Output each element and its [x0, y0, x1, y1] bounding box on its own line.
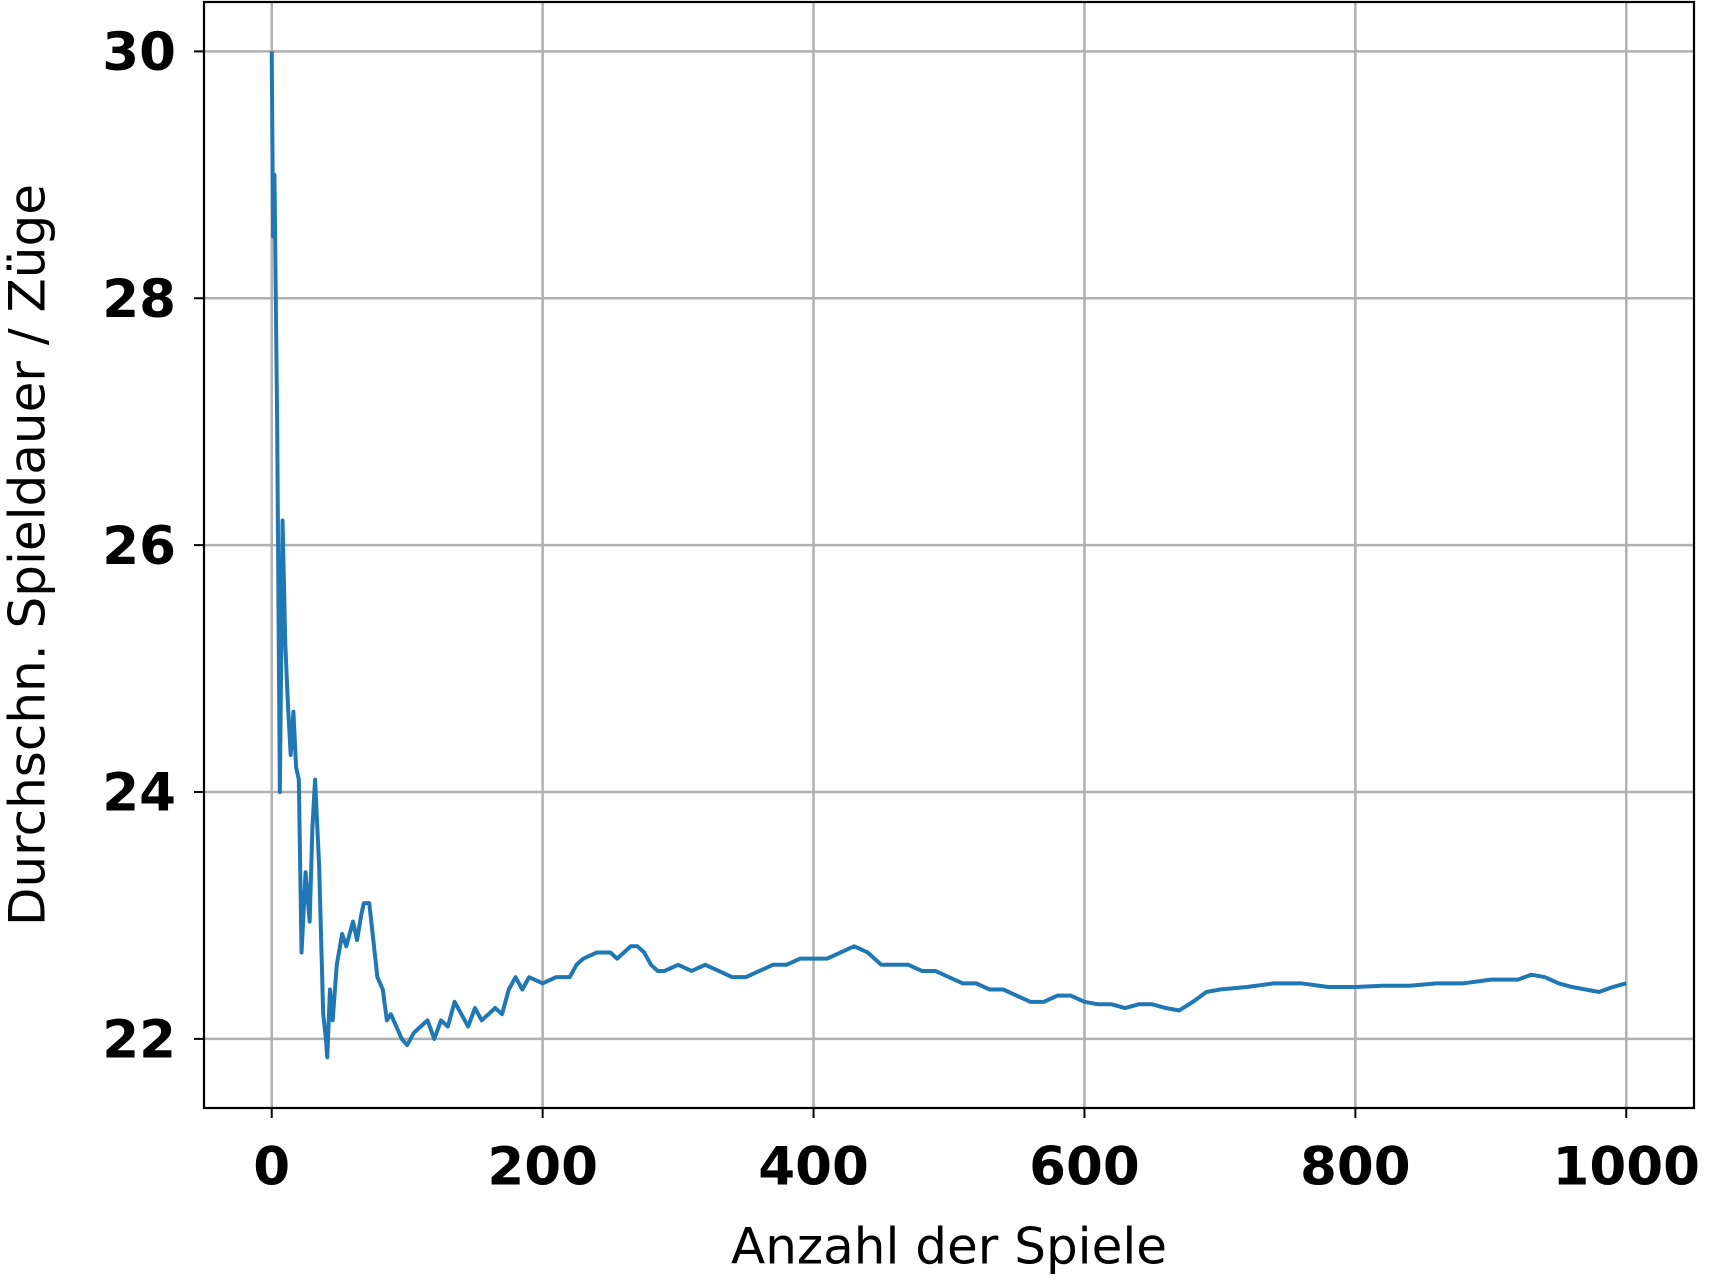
- y-tick-label: 30: [102, 22, 176, 83]
- x-tick-label: 800: [1300, 1137, 1411, 1198]
- x-tick-label: 400: [758, 1137, 869, 1198]
- data-line: [269, 51, 1627, 1060]
- y-tick-label: 28: [102, 269, 176, 330]
- x-tick-label: 200: [487, 1137, 598, 1198]
- y-tick-label: 24: [102, 763, 176, 824]
- x-tick-label: 0: [253, 1137, 290, 1198]
- axes-frame: [202, 0, 1696, 1110]
- y-tick-label: 22: [102, 1010, 176, 1071]
- x-axis-label: Anzahl der Spiele: [731, 1218, 1167, 1276]
- y-axis-label: Durchschn. Spieldauer / Züge: [0, 184, 57, 926]
- x-tick-label: 600: [1029, 1137, 1140, 1198]
- x-tick-label: 1000: [1553, 1137, 1701, 1198]
- y-tick-label: 26: [102, 516, 176, 577]
